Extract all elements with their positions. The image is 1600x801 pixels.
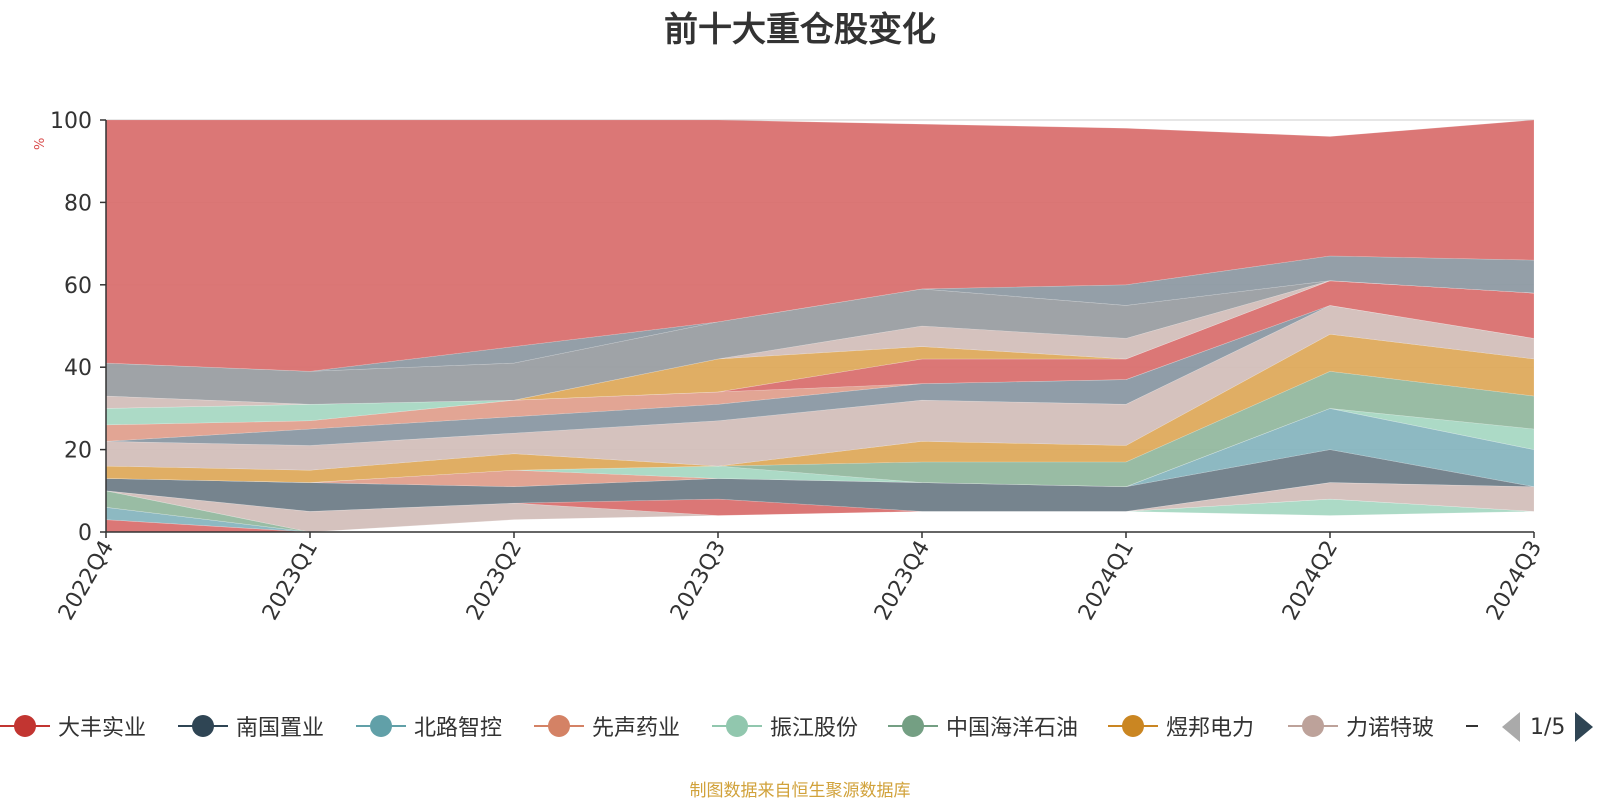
area-band-12 — [105, 408, 1535, 487]
x-tick-label: 2024Q3 — [1482, 537, 1547, 625]
legend-prev-icon[interactable] — [1502, 712, 1520, 742]
legend-marker-icon — [712, 713, 762, 739]
legend-overflow-marker — [1466, 725, 1478, 727]
y-tick-label: 60 — [64, 274, 92, 299]
area-band-24 — [105, 119, 1535, 372]
legend-label: 振江股份 — [770, 716, 859, 741]
legend-label: 大丰实业 — [58, 716, 147, 741]
legend-marker-icon — [888, 713, 938, 739]
x-tick-label: 2024Q2 — [1278, 537, 1343, 625]
legend-label: 南国置业 — [236, 716, 325, 741]
y-tick-label: 100 — [50, 109, 92, 134]
x-tick-label: 2023Q3 — [666, 537, 731, 625]
legend-marker-icon — [178, 713, 228, 739]
legend-marker-icon — [356, 713, 406, 739]
legend-item[interactable]: 中国海洋石油 — [888, 706, 1078, 746]
legend-next-icon[interactable] — [1575, 712, 1594, 742]
legend-marker-icon — [1108, 713, 1158, 739]
legend-marker-icon — [534, 713, 584, 739]
legend-item[interactable]: 南国置业 — [178, 706, 324, 746]
legend-page-indicator: 1/5 — [1530, 714, 1566, 740]
legend-item[interactable]: 力诺特玻 — [1288, 706, 1434, 746]
x-tick-label: 2022Q4 — [54, 537, 119, 625]
area-band-13 — [105, 371, 1535, 487]
legend-label: 力诺特玻 — [1346, 716, 1435, 741]
legend-item[interactable]: 振江股份 — [712, 706, 858, 746]
legend-item[interactable]: 北路智控 — [356, 706, 502, 746]
chart-title: 前十大重仓股变化 — [664, 10, 936, 50]
legend-label: 煜邦电力 — [1166, 716, 1255, 741]
x-tick-label: 2023Q4 — [870, 537, 935, 625]
legend-label: 先声药业 — [592, 716, 681, 741]
x-tick-label: 2023Q2 — [462, 537, 527, 625]
legend-label: 北路智控 — [414, 716, 503, 741]
chart-area: 0 20 40 60 80 100 2022Q4 2023Q1 2023Q2 2023Q3 2023… — [50, 109, 1547, 625]
legend-pager: 1/5 — [1502, 712, 1594, 742]
legend-item[interactable]: 先声药业 — [534, 706, 680, 746]
y-tick-label: 80 — [64, 191, 92, 216]
source-note: 制图数据来自恒生聚源数据库 — [689, 781, 911, 801]
legend-label: 中国海洋石油 — [946, 716, 1079, 741]
y-axis-unit: % — [33, 137, 48, 150]
legend-marker-icon — [0, 713, 50, 739]
legend-item[interactable]: 煜邦电力 — [1108, 706, 1254, 746]
x-tick-label: 2023Q1 — [258, 537, 323, 625]
legend-item[interactable]: 大丰实业 — [0, 706, 146, 746]
y-tick-label: 20 — [64, 439, 92, 464]
legend-marker-icon — [1288, 713, 1338, 739]
y-tick-label: 40 — [64, 356, 92, 381]
y-tick-label: 0 — [78, 521, 92, 546]
x-tick-label: 2024Q1 — [1074, 537, 1139, 625]
legend: 大丰实业 南国置业 北路智控 先声药业 振江股份 中国海洋石油 煜邦电力 力诺特玻 — [0, 706, 1600, 746]
area-band-7 — [105, 482, 1535, 533]
